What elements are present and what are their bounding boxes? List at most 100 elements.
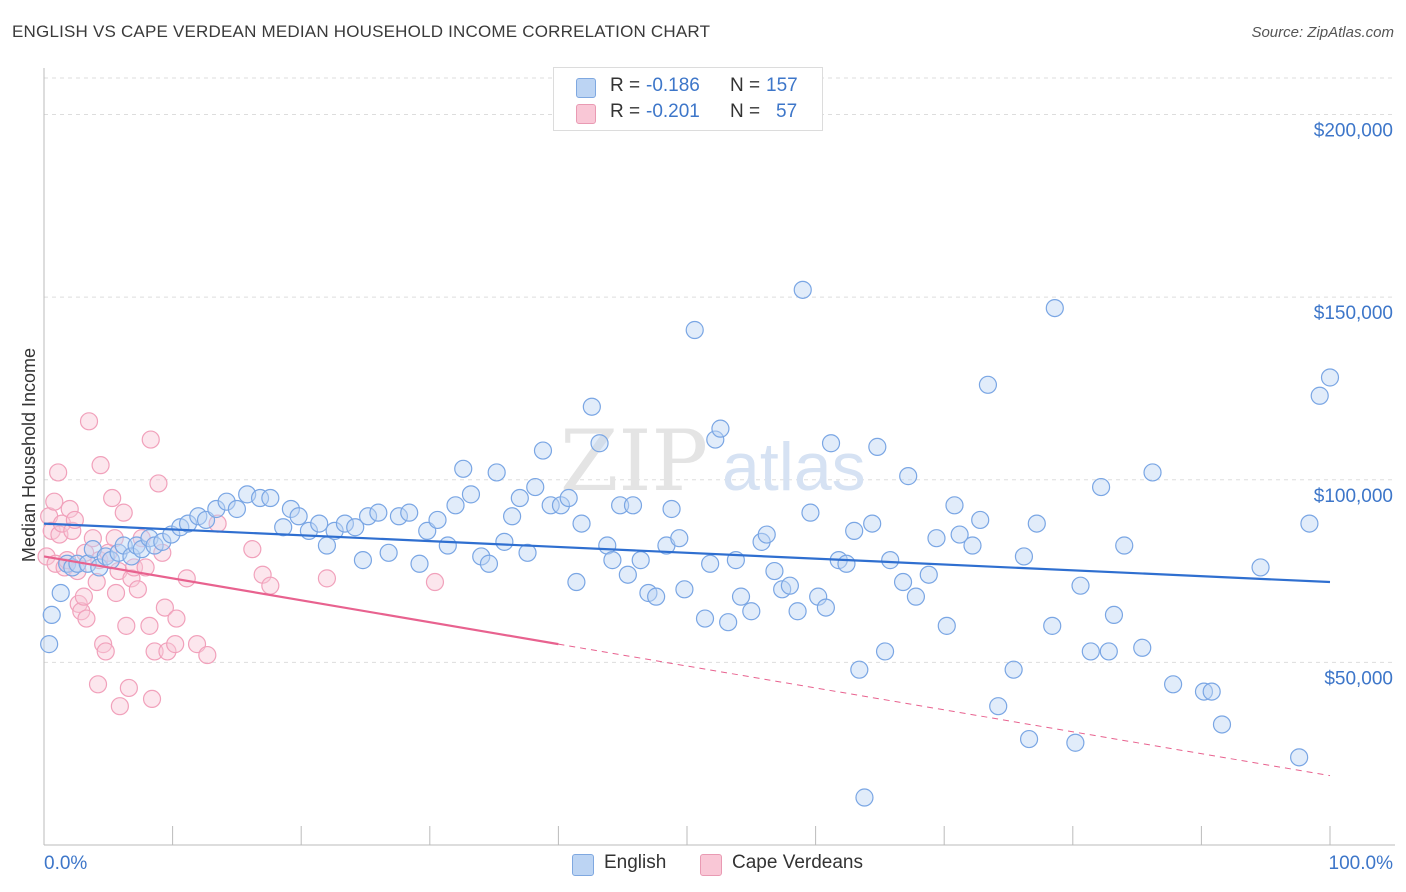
english-point <box>572 514 591 533</box>
cape-point <box>110 697 129 716</box>
english-point <box>1019 729 1039 749</box>
axes <box>43 68 1395 846</box>
english-point <box>325 521 344 540</box>
english-point <box>454 459 473 478</box>
english-point <box>582 397 601 416</box>
english-point <box>662 499 681 519</box>
english-n-label: N = <box>730 75 761 96</box>
cape-point <box>117 616 136 635</box>
english-point <box>495 532 514 551</box>
english-point <box>906 587 926 606</box>
cape-trend-line <box>43 555 559 646</box>
english-point <box>1027 514 1046 533</box>
english-point <box>567 572 586 592</box>
english-point <box>765 561 784 581</box>
english-point <box>533 441 553 460</box>
english-point <box>875 642 895 661</box>
english-point <box>353 551 373 570</box>
english-point <box>1290 748 1309 767</box>
cape-point <box>167 609 186 628</box>
english-point <box>1115 536 1134 555</box>
english-point <box>1320 368 1340 387</box>
english-point <box>1164 675 1183 694</box>
english-point <box>855 788 874 807</box>
english-point <box>400 503 419 522</box>
english-point <box>881 551 900 570</box>
english-point <box>731 587 751 606</box>
cape-r-value: -0.201 <box>646 101 700 122</box>
english-point <box>821 434 841 453</box>
english-point <box>1104 605 1124 625</box>
english-point <box>379 543 398 562</box>
cape-point <box>114 503 133 522</box>
cape-point <box>136 558 155 577</box>
english-point <box>51 583 70 603</box>
english-point <box>670 529 689 548</box>
source-label: Source: ZipAtlas.com <box>1251 24 1394 41</box>
y-tick-label: $100,000 <box>1314 486 1393 507</box>
english-point <box>1066 733 1085 752</box>
english-point <box>623 496 643 515</box>
cape-point <box>45 492 64 511</box>
english-point <box>1043 616 1062 635</box>
cape-point <box>106 583 126 603</box>
english-point <box>742 602 761 621</box>
english-point <box>389 507 409 526</box>
english-point <box>510 488 529 508</box>
cape-point <box>140 616 159 635</box>
english-point <box>950 525 969 544</box>
english-point <box>899 467 918 486</box>
english-point <box>919 565 938 584</box>
cape-legend-swatch <box>700 854 722 876</box>
english-point <box>250 488 270 508</box>
cape-point <box>317 569 337 588</box>
cape-point <box>60 499 79 519</box>
english-point <box>1014 547 1034 566</box>
english-n-value: 157 <box>766 75 798 96</box>
english-point <box>850 660 869 679</box>
cape-point <box>94 635 113 654</box>
english-point <box>289 507 308 526</box>
english-point <box>428 510 447 530</box>
y-tick-label: $150,000 <box>1314 303 1393 324</box>
english-point <box>1091 477 1111 497</box>
cape-point <box>155 598 174 617</box>
english-point <box>719 613 738 632</box>
english-point <box>711 419 730 438</box>
english-point <box>893 572 913 592</box>
english-point <box>438 536 457 555</box>
english-point <box>526 477 545 497</box>
english-point <box>346 518 365 537</box>
english-point <box>801 503 820 522</box>
english-point <box>559 488 578 508</box>
english-point <box>618 565 637 584</box>
english-point <box>551 496 571 515</box>
english-point <box>927 529 946 548</box>
cape-point <box>96 642 115 661</box>
english-point <box>695 609 715 628</box>
english-point <box>1300 514 1319 533</box>
english-point <box>757 525 776 544</box>
english-point <box>816 598 835 617</box>
english-point <box>487 463 506 482</box>
y-tick-label: $50,000 <box>1324 668 1393 689</box>
cape-point <box>149 474 168 493</box>
cape-n-label: N = <box>730 101 761 122</box>
cape-point <box>119 678 138 698</box>
english-point <box>706 430 725 449</box>
english-trend-line <box>43 522 1331 584</box>
cape-point <box>79 412 99 431</box>
cape-point <box>142 689 162 709</box>
english-point <box>631 551 650 570</box>
cape-point <box>177 569 196 588</box>
cape-legend-label: Cape Verdeans <box>732 852 863 873</box>
english-swatch <box>576 78 596 98</box>
english-point <box>1081 642 1100 661</box>
english-point <box>1071 576 1090 595</box>
english-point <box>310 514 329 533</box>
english-point <box>701 554 720 573</box>
english-point <box>461 485 481 504</box>
english-point <box>207 499 226 519</box>
x-tick-label-min: 0.0% <box>44 853 87 874</box>
english-point <box>845 521 864 540</box>
